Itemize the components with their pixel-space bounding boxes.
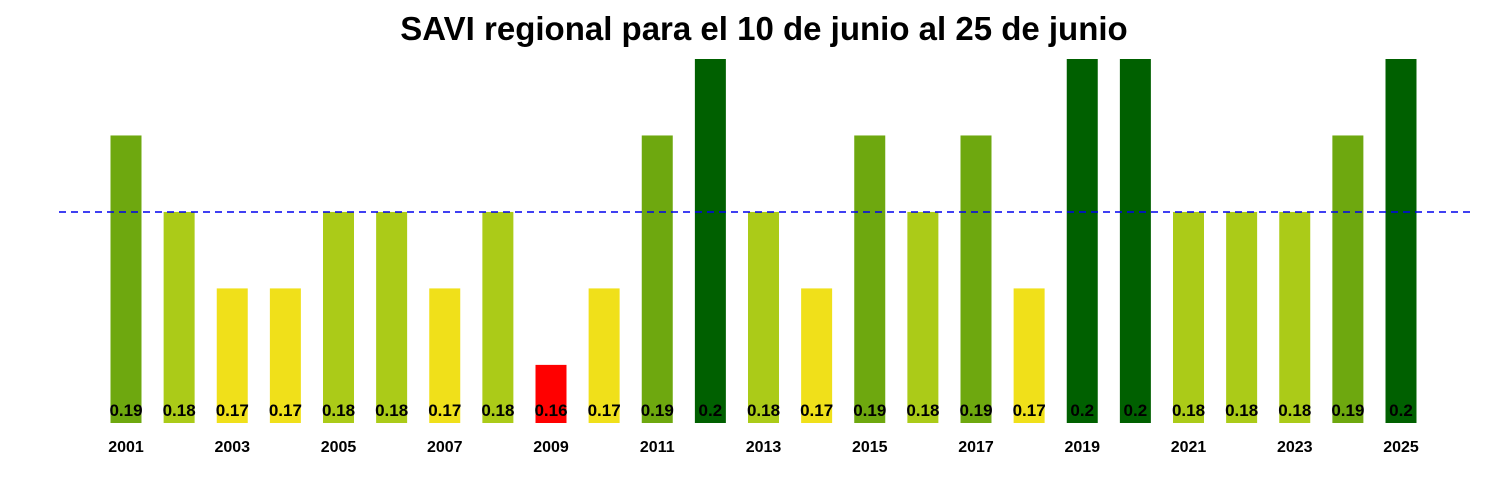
bar-2021 <box>1173 211 1204 423</box>
bar-value-label-2022: 0.18 <box>1225 401 1258 420</box>
bar-2004 <box>269 288 301 423</box>
bar-2003 <box>216 288 248 423</box>
bar-value-label-2009: 0.16 <box>534 401 567 420</box>
bar-value-label-2010: 0.17 <box>588 401 621 420</box>
bar-2017 <box>960 135 992 423</box>
bar-2010 <box>588 288 620 423</box>
x-tick-label-2019: 2019 <box>1064 439 1100 456</box>
bar-value-label-2001: 0.19 <box>109 401 142 420</box>
bar-2024 <box>1332 135 1364 423</box>
bar-2025 <box>1385 59 1417 423</box>
bar-value-label-2005: 0.18 <box>322 401 355 420</box>
bar-2018 <box>1013 288 1045 423</box>
bar-value-label-2015: 0.19 <box>853 401 886 420</box>
bar-2008 <box>482 211 514 423</box>
bar-value-label-2007: 0.17 <box>428 401 461 420</box>
x-tick-label-2025: 2025 <box>1383 439 1419 456</box>
x-tick-label-2017: 2017 <box>958 439 994 456</box>
bar-value-label-2020: 0.2 <box>1124 401 1148 420</box>
bar-value-label-2024: 0.19 <box>1331 401 1364 420</box>
x-tick-label-2013: 2013 <box>746 439 782 456</box>
bar-2009 <box>535 364 567 423</box>
x-tick-label-2015: 2015 <box>852 439 888 456</box>
x-tick-label-2001: 2001 <box>108 439 144 456</box>
bar-value-label-2008: 0.18 <box>481 401 514 420</box>
bar-2013 <box>748 211 779 423</box>
bar-value-label-2023: 0.18 <box>1278 401 1311 420</box>
chart-title: SAVI regional para el 10 de junio al 25 … <box>400 10 1128 47</box>
x-tick-label-2007: 2007 <box>427 439 463 456</box>
x-tick-label-2005: 2005 <box>321 439 357 456</box>
bar-value-label-2014: 0.17 <box>800 401 833 420</box>
bar-value-label-2011: 0.19 <box>641 401 674 420</box>
bar-value-label-2013: 0.18 <box>747 401 780 420</box>
x-tick-label-2011: 2011 <box>640 439 675 456</box>
bar-2012 <box>694 59 726 423</box>
x-tick-label-2003: 2003 <box>214 439 250 456</box>
bar-2005 <box>323 211 354 423</box>
bar-2020 <box>1119 59 1151 423</box>
bar-value-label-2006: 0.18 <box>375 401 408 420</box>
bar-value-label-2002: 0.18 <box>163 401 196 420</box>
bar-2016 <box>907 211 939 423</box>
x-tick-label-2021: 2021 <box>1171 439 1207 456</box>
bar-value-label-2012: 0.2 <box>699 401 723 420</box>
bar-2019 <box>1066 59 1098 423</box>
bar-2001 <box>110 135 142 423</box>
bar-2022 <box>1226 211 1258 423</box>
bar-value-label-2016: 0.18 <box>906 401 939 420</box>
x-tick-label-2009: 2009 <box>533 439 569 456</box>
bar-2002 <box>163 211 195 423</box>
bar-value-label-2018: 0.17 <box>1013 401 1046 420</box>
x-tick-label-2023: 2023 <box>1277 439 1313 456</box>
bar-2014 <box>801 288 833 423</box>
bar-value-label-2003: 0.17 <box>216 401 249 420</box>
bar-value-label-2017: 0.19 <box>959 401 992 420</box>
bar-value-label-2004: 0.17 <box>269 401 302 420</box>
bar-value-label-2025: 0.2 <box>1389 401 1413 420</box>
bar-2006 <box>376 211 408 423</box>
bar-value-label-2021: 0.18 <box>1172 401 1205 420</box>
bar-2015 <box>854 135 886 423</box>
bar-value-label-2019: 0.2 <box>1070 401 1094 420</box>
bar-2011 <box>641 135 673 423</box>
bar-2023 <box>1279 211 1311 423</box>
bar-2007 <box>429 288 461 423</box>
